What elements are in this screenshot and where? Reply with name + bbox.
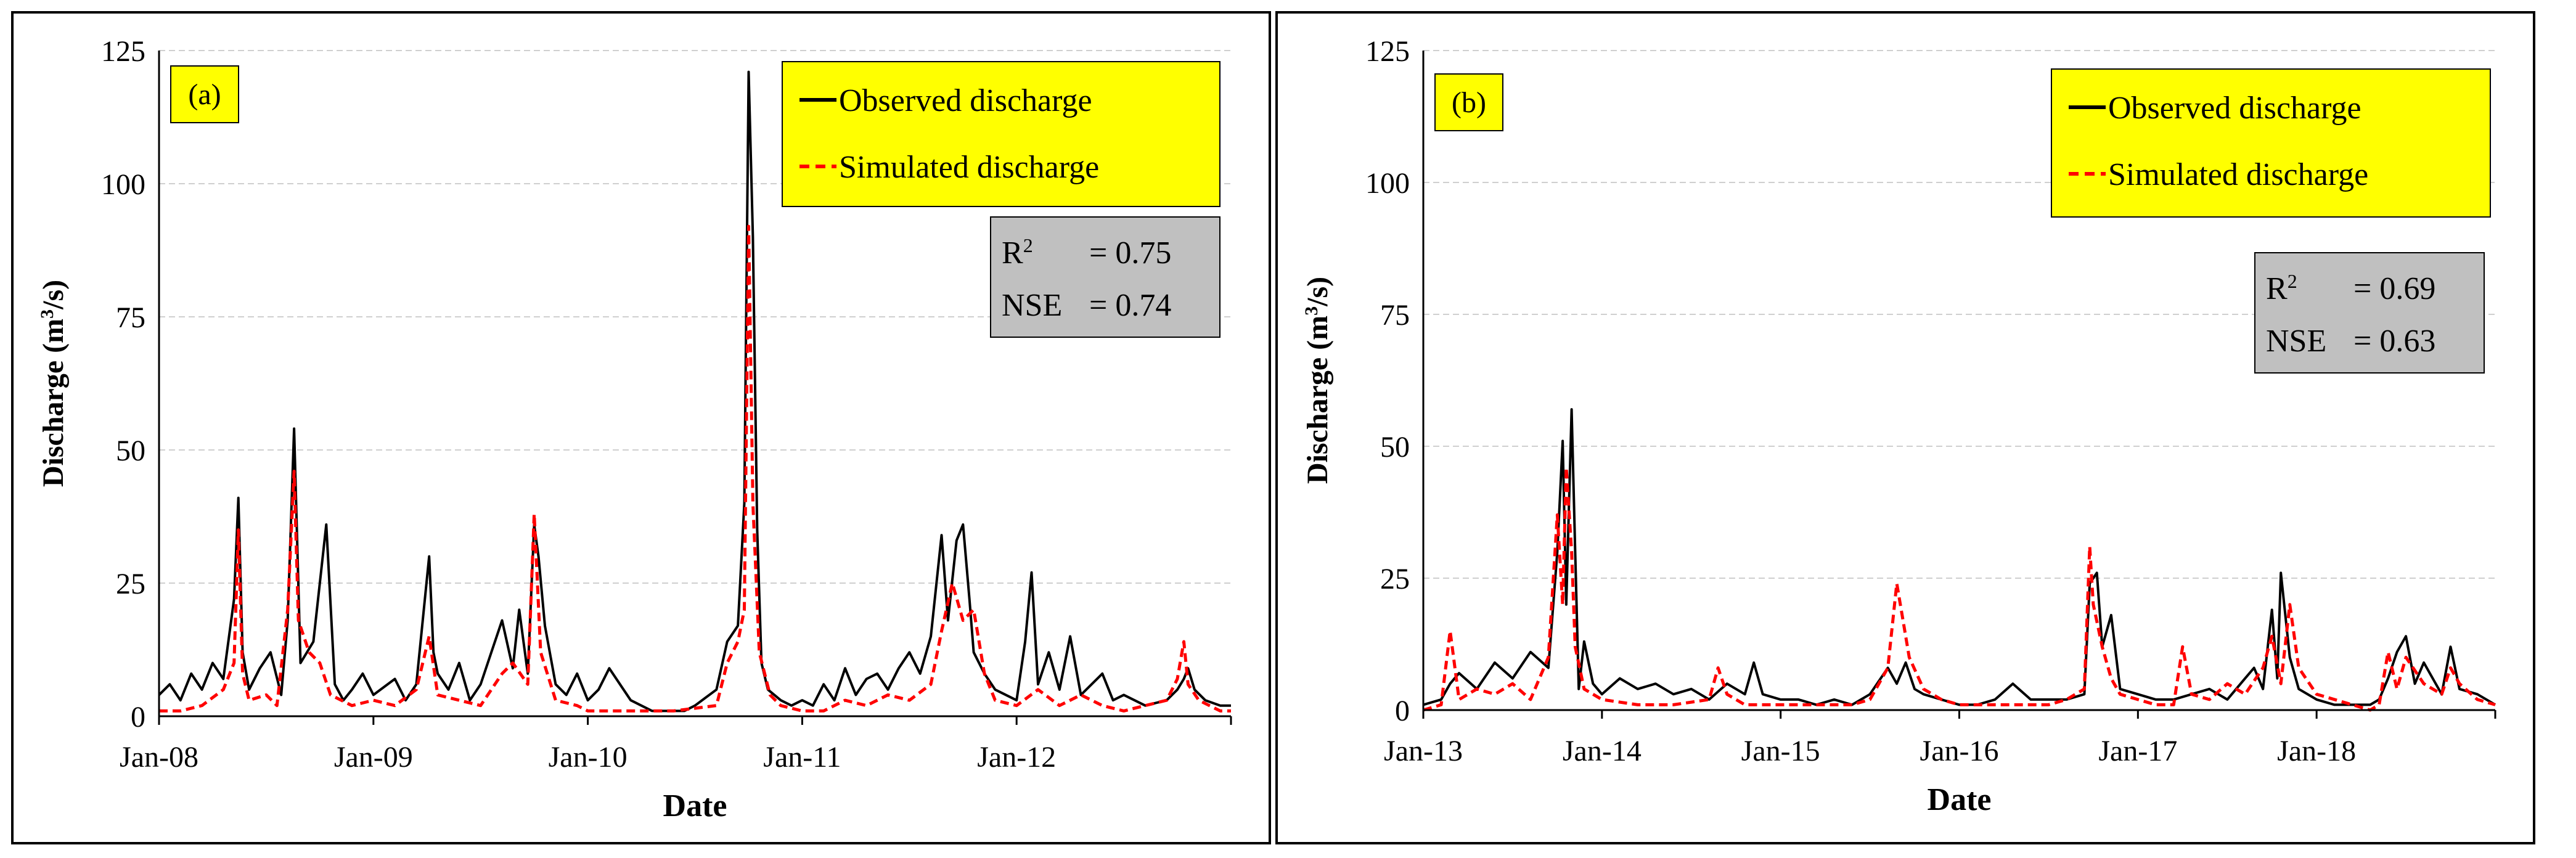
legend: Observed discharge Simulated discharge [782,61,1221,207]
x-tick-label: Jan-12 [977,741,1056,774]
x-tick-label: Jan-16 [1920,735,1999,767]
r2-label: R2 [1002,234,1033,271]
y-tick-label: 25 [116,568,145,600]
nse-value: = 0.63 [2353,324,2435,359]
panel-label: (b) [1452,86,1486,119]
legend-simulated-label: Simulated discharge [2108,157,2368,192]
legend-simulated-label: Simulated discharge [839,150,1099,185]
stats-box: R2 = 0.69 NSE = 0.63 [2254,252,2485,374]
x-tick-label: Jan-17 [2098,735,2177,767]
y-tick-label: 25 [1380,563,1410,595]
y-tick-label: 100 [101,168,145,201]
y-axis-title: Discharge (m3/s) [1301,277,1335,484]
y-tick-labels: 0 25 50 75 100 125 [101,35,145,733]
nse-value: = 0.74 [1089,288,1171,323]
y-tick-labels: 0 25 50 75 100 125 [1365,35,1410,727]
observed-discharge-line [158,70,1231,713]
legend-observed-label: Observed discharge [2108,91,2361,126]
stats-box: R2 = 0.75 NSE = 0.74 [990,216,1221,338]
x-tick-label: Jan-09 [334,741,413,774]
r2-value: = 0.69 [2353,271,2435,306]
y-tick-label: 0 [1395,695,1410,727]
nse-label: NSE [1002,288,1062,323]
legend: Observed discharge Simulated discharge [2051,68,2491,218]
x-tick-label: Jan-14 [1563,735,1642,767]
y-tick-label: 125 [101,35,145,68]
series-lines [1423,408,2496,712]
x-tick-label: Jan-08 [120,741,198,774]
r2-label: R2 [2266,270,2297,306]
y-tick-label: 0 [131,701,145,733]
x-axis-ticks [158,716,1232,725]
y-tick-label: 75 [1380,299,1410,332]
x-tick-label: Jan-11 [763,741,841,774]
x-tick-label: Jan-10 [549,741,628,774]
panel-label: (a) [188,78,221,111]
y-tick-label: 75 [116,301,145,334]
y-tick-label: 50 [116,435,145,467]
x-axis-title: Date [1928,782,1992,817]
simulated-discharge-line [1423,465,2496,712]
y-axis-title: Discharge (m3/s) [37,280,70,487]
x-tick-label: Jan-18 [2277,735,2356,767]
x-axis-title: Date [663,788,727,823]
x-tick-label: Jan-15 [1741,735,1820,767]
r2-value: = 0.75 [1089,235,1171,271]
series-lines [158,70,1231,713]
y-tick-label: 125 [1365,35,1410,68]
y-tick-label: 100 [1365,167,1410,200]
panel-label-box: (b) [1434,73,1503,131]
x-tick-label: Jan-13 [1384,735,1463,767]
x-tick-labels: Jan-13 Jan-14 Jan-15 Jan-16 Jan-17 Jan-18 [1384,735,2356,767]
legend-observed-label: Observed discharge [839,83,1092,118]
x-axis-ticks [1422,710,2496,719]
chart-panel-b: 0 25 50 75 100 125 Jan-13 Jan-14 Jan-15 Jan-16 Ja… [1275,11,2535,844]
y-tick-label: 50 [1380,431,1410,464]
observed-discharge-line [1423,408,2496,706]
chart-panel-a: 0 25 50 75 100 125 Jan-08 Jan-09 Jan-10 Jan-11 Ja… [11,11,1271,844]
panel-label-box: (a) [170,65,239,123]
x-tick-labels: Jan-08 Jan-09 Jan-10 Jan-11 Jan-12 [120,741,1056,774]
nse-label: NSE [2266,324,2326,359]
